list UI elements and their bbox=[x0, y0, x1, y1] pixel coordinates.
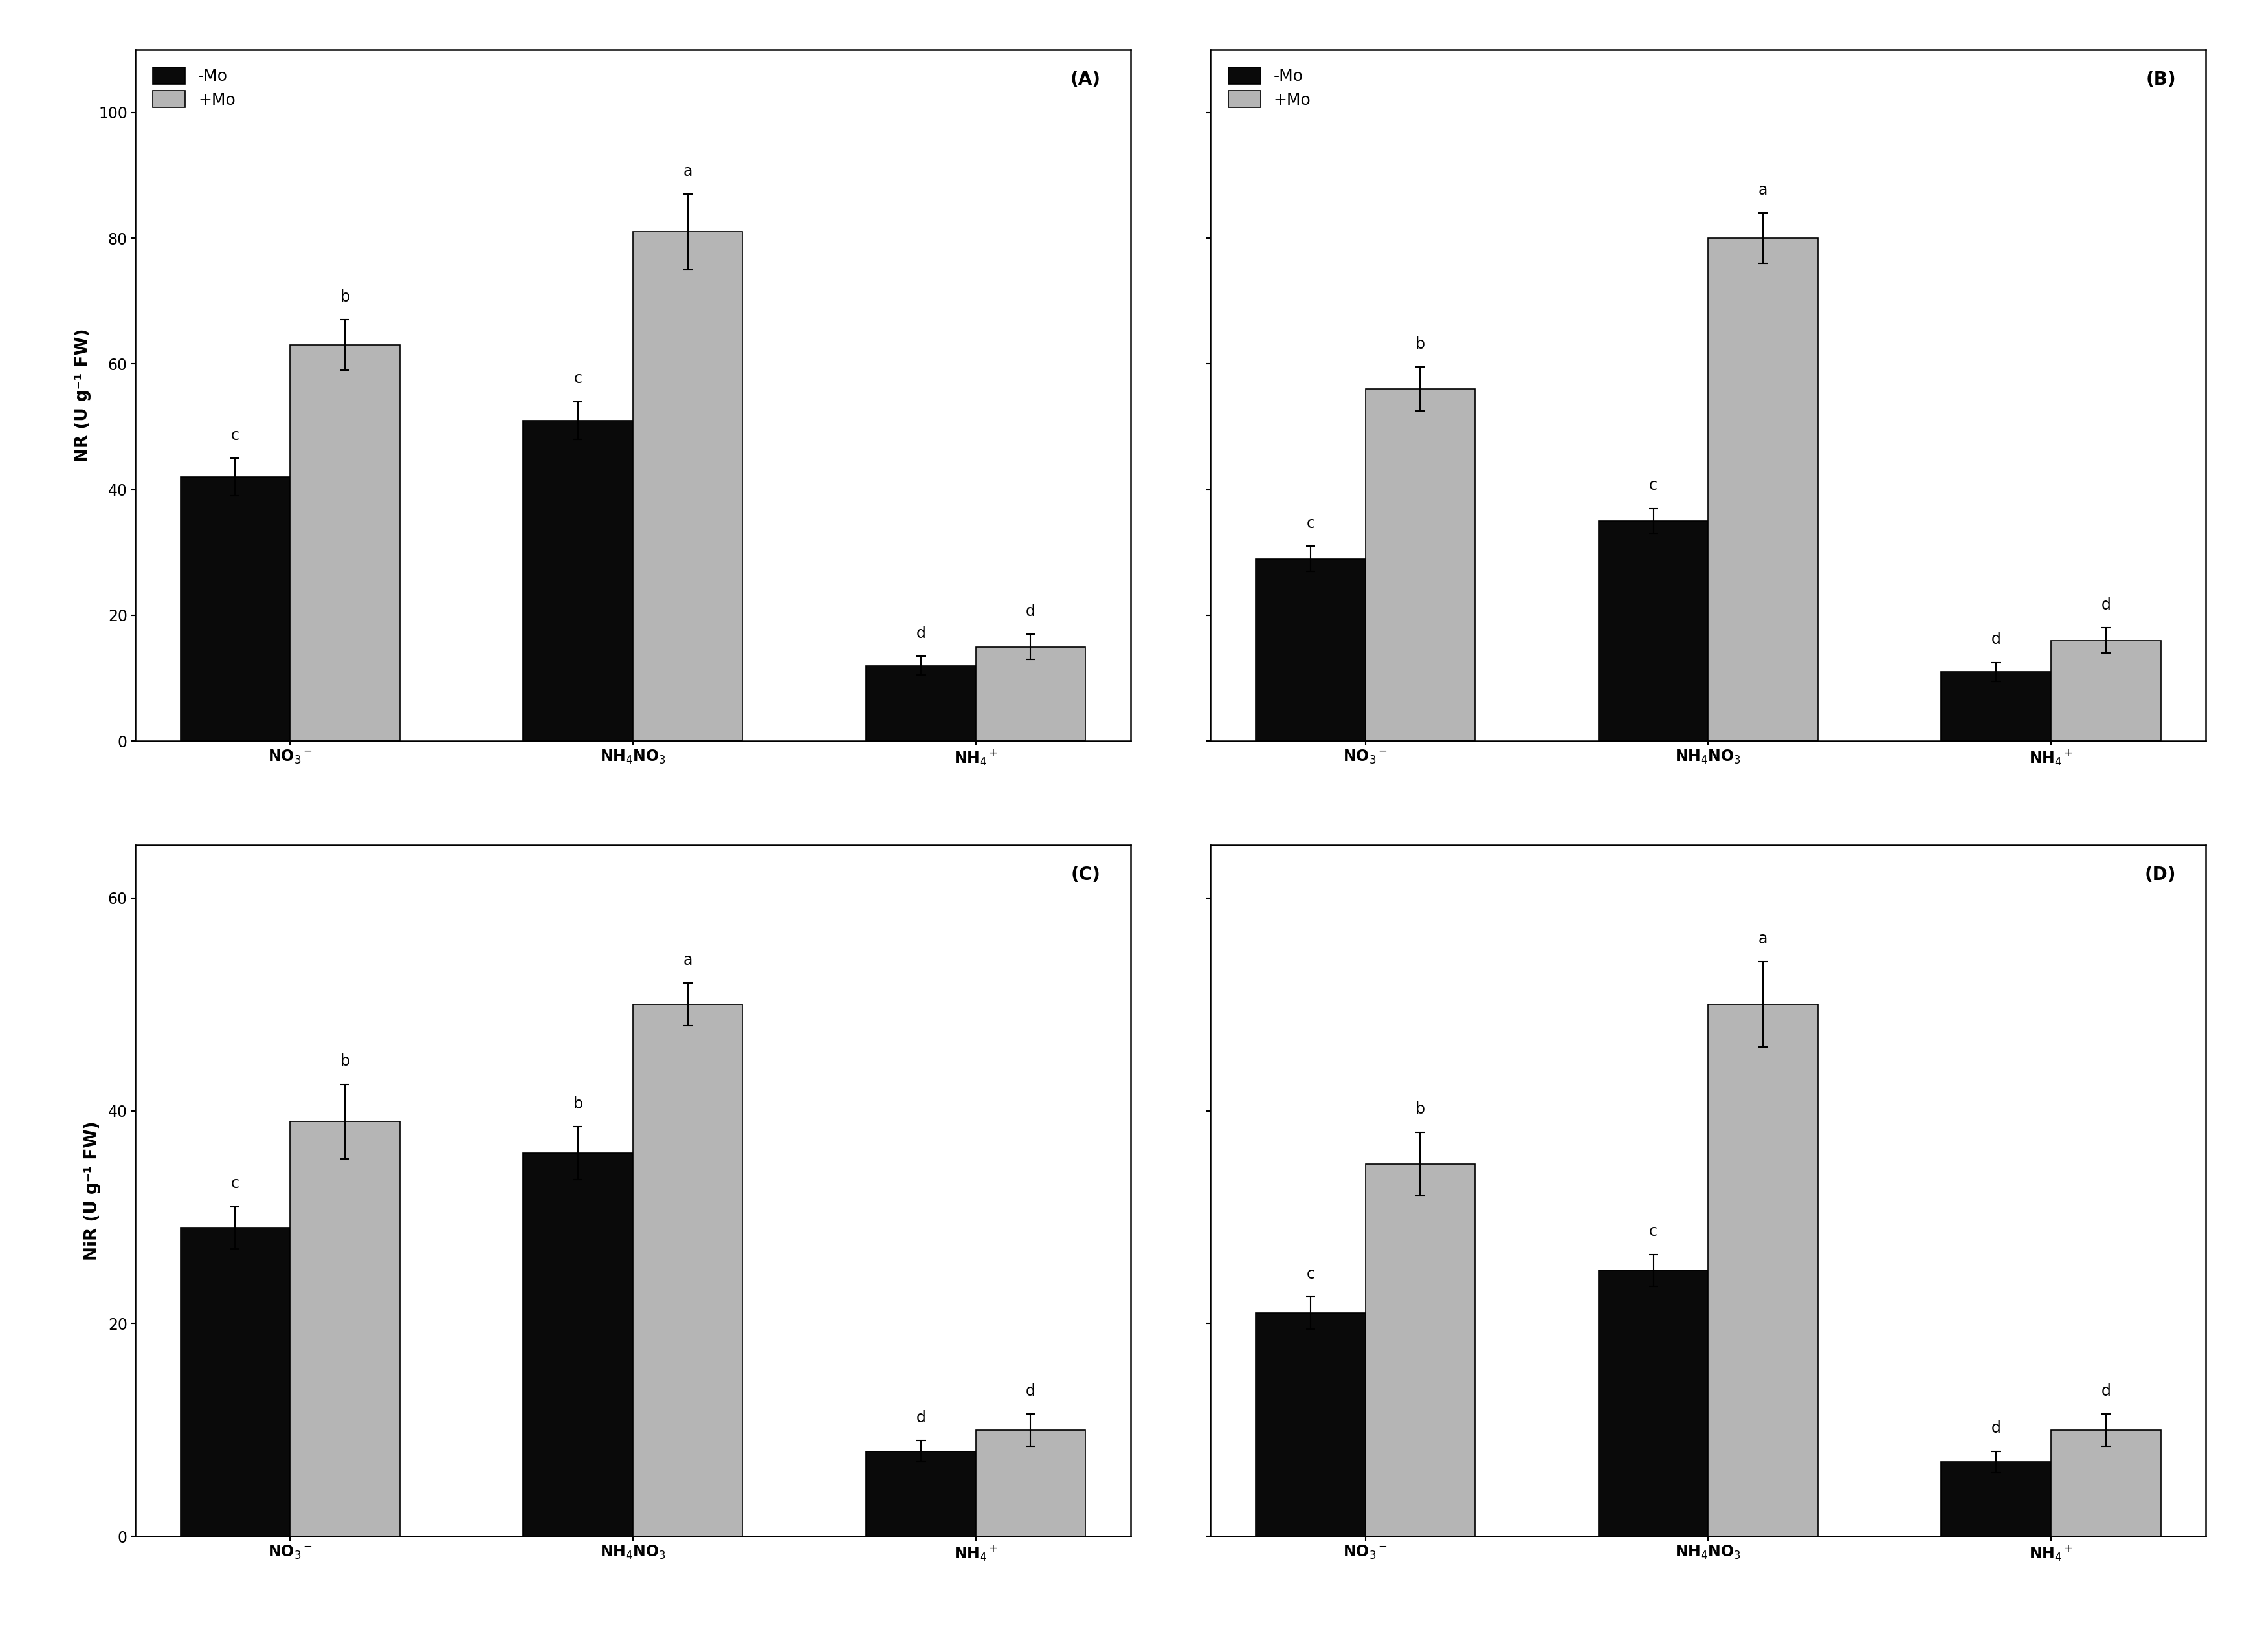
Text: a: a bbox=[1758, 182, 1767, 198]
Bar bbox=[1256, 558, 1366, 742]
Bar bbox=[290, 1122, 401, 1536]
Text: a: a bbox=[682, 953, 693, 968]
Bar bbox=[1366, 388, 1474, 742]
Y-axis label: NiR (U g⁻¹ FW): NiR (U g⁻¹ FW) bbox=[83, 1120, 101, 1260]
Bar bbox=[2051, 1431, 2161, 1536]
Text: (D): (D) bbox=[2145, 866, 2177, 884]
Text: c: c bbox=[574, 370, 583, 387]
Bar bbox=[522, 421, 633, 742]
Bar bbox=[180, 477, 290, 742]
Text: a: a bbox=[682, 164, 693, 178]
Bar bbox=[180, 1227, 290, 1536]
Bar bbox=[867, 1450, 975, 1536]
Text: b: b bbox=[1416, 337, 1425, 352]
Text: d: d bbox=[1026, 603, 1035, 620]
Text: c: c bbox=[232, 428, 239, 443]
Bar bbox=[2051, 641, 2161, 742]
Bar bbox=[867, 666, 975, 742]
Legend: -Mo, +Mo: -Mo, +Mo bbox=[1218, 58, 1321, 117]
Bar bbox=[633, 231, 743, 742]
Text: d: d bbox=[916, 626, 925, 641]
Text: b: b bbox=[340, 289, 349, 304]
Text: b: b bbox=[340, 1054, 349, 1069]
Text: d: d bbox=[1992, 631, 2001, 648]
Text: c: c bbox=[1306, 515, 1315, 530]
Bar bbox=[522, 1153, 633, 1536]
Legend: -Mo, +Mo: -Mo, +Mo bbox=[144, 58, 245, 117]
Bar bbox=[1598, 1270, 1709, 1536]
Bar bbox=[975, 1431, 1085, 1536]
Text: b: b bbox=[574, 1095, 583, 1112]
Bar bbox=[1940, 1462, 2051, 1536]
Text: c: c bbox=[1650, 477, 1657, 494]
Text: d: d bbox=[2100, 1383, 2111, 1399]
Text: d: d bbox=[1026, 1383, 1035, 1399]
Text: (A): (A) bbox=[1071, 71, 1101, 89]
Bar bbox=[975, 648, 1085, 742]
Bar bbox=[1598, 520, 1709, 742]
Bar bbox=[1709, 238, 1819, 742]
Text: (C): (C) bbox=[1071, 866, 1101, 884]
Text: a: a bbox=[1758, 932, 1767, 947]
Text: d: d bbox=[916, 1409, 925, 1426]
Text: c: c bbox=[1306, 1265, 1315, 1282]
Text: c: c bbox=[1650, 1224, 1657, 1239]
Bar bbox=[290, 345, 401, 742]
Text: d: d bbox=[2100, 596, 2111, 613]
Bar bbox=[1709, 1004, 1819, 1536]
Text: b: b bbox=[1416, 1102, 1425, 1117]
Text: c: c bbox=[232, 1176, 239, 1191]
Text: (B): (B) bbox=[2145, 71, 2177, 89]
Bar bbox=[1366, 1165, 1474, 1536]
Bar bbox=[1256, 1313, 1366, 1536]
Text: d: d bbox=[1992, 1421, 2001, 1436]
Bar bbox=[633, 1004, 743, 1536]
Bar bbox=[1940, 672, 2051, 742]
Y-axis label: NR (U g⁻¹ FW): NR (U g⁻¹ FW) bbox=[74, 329, 92, 463]
